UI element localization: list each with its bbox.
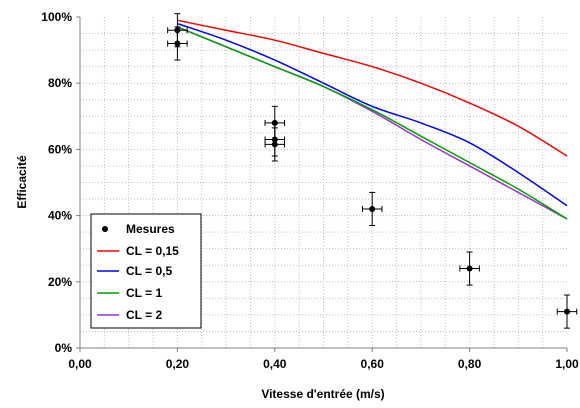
measurement-point	[459, 251, 480, 286]
legend-label-mesures: Mesures	[126, 222, 175, 236]
x-axis-title: Vitesse d'entrée (m/s)	[261, 387, 384, 401]
x-tick-label: 0,80	[458, 357, 482, 371]
y-tick-label: 20%	[48, 275, 72, 289]
y-tick-labels: 0% 20% 40% 60% 80% 100%	[41, 10, 72, 355]
x-tick-label: 0,20	[166, 357, 190, 371]
series-line-cl-1	[177, 26, 568, 220]
legend: Mesures CL = 0,15 CL = 0,5 CL = 1 CL = 2	[90, 213, 202, 329]
x-tick-label: 0,40	[263, 357, 287, 371]
series-lines	[177, 19, 568, 220]
measurement-point	[556, 294, 578, 329]
measurement-points	[167, 13, 578, 329]
x-tick-label: 0,00	[68, 357, 92, 371]
axes	[76, 16, 568, 352]
measurement-marker	[174, 40, 181, 47]
legend-label-cl-05: CL = 0,5	[126, 264, 172, 278]
measurement-marker	[466, 265, 473, 272]
x-tick-labels: 0,00 0,20 0,40 0,60 0,80 1,00	[68, 357, 579, 371]
x-tick-label: 0,60	[361, 357, 385, 371]
legend-label-cl-2: CL = 2	[126, 308, 162, 322]
series-line-cl-0-15	[177, 19, 568, 157]
y-tick-label: 60%	[48, 142, 72, 156]
y-tick-label: 40%	[48, 209, 72, 223]
measurement-marker	[369, 205, 376, 212]
x-tick-label: 1,00	[555, 357, 579, 371]
measurement-point	[361, 191, 383, 227]
series-line-cl-0-5	[177, 22, 568, 207]
y-axis-title: Efficacité	[15, 155, 29, 209]
measurement-marker	[564, 308, 570, 315]
legend-marker-mesures	[102, 226, 108, 232]
y-tick-label: 0%	[55, 341, 73, 355]
measurement-marker	[271, 141, 278, 148]
y-tick-label: 80%	[48, 76, 72, 90]
legend-label-cl-1: CL = 1	[126, 286, 162, 300]
measurement-point	[167, 26, 188, 61]
legend-label-cl-015: CL = 0,15	[126, 244, 179, 258]
y-tick-label: 100%	[41, 10, 72, 24]
measurement-point	[264, 127, 286, 162]
